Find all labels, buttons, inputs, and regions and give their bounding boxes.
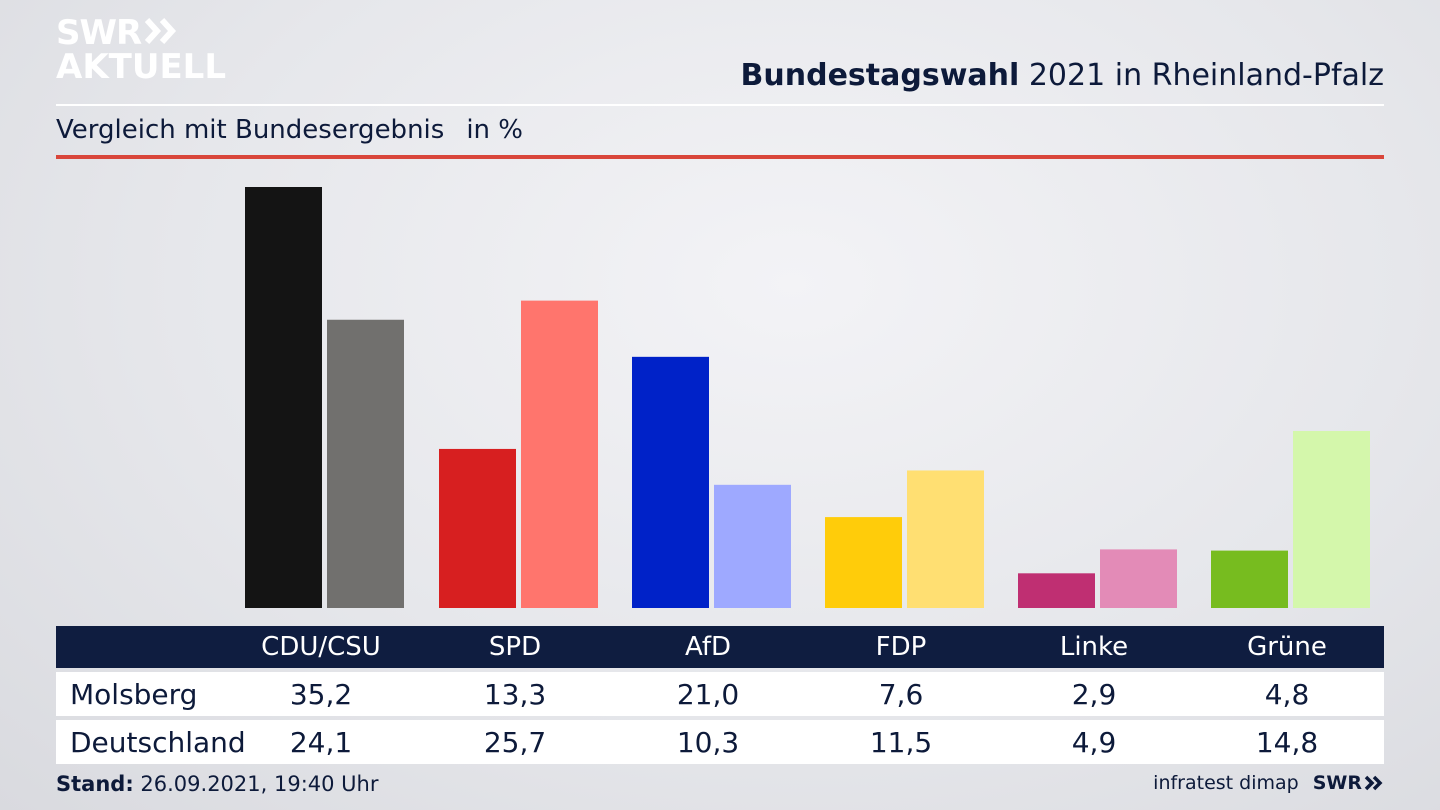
accent-divider bbox=[56, 155, 1384, 159]
column-header: Linke bbox=[1059, 632, 1129, 662]
column-header: Grüne bbox=[1247, 632, 1327, 662]
column-header: FDP bbox=[875, 632, 927, 662]
logo-aktuell-text: AKTUELL bbox=[56, 47, 227, 87]
title-rest: 2021 in Rheinland-Pfalz bbox=[1019, 58, 1384, 93]
bar-molsberg-linke bbox=[1018, 573, 1095, 608]
table-cell: 11,5 bbox=[869, 725, 933, 759]
subtitle-text: Vergleich mit Bundesergebnis bbox=[56, 115, 445, 145]
bar-deutschland-gr-ne bbox=[1293, 430, 1370, 608]
title-divider bbox=[56, 104, 1384, 106]
row-label: Deutschland bbox=[70, 725, 246, 759]
footer-swr-logo: SWR bbox=[1313, 772, 1384, 794]
bar-deutschland-linke bbox=[1100, 549, 1177, 608]
bar-molsberg-afd bbox=[632, 356, 709, 608]
stand-label: Stand: bbox=[56, 772, 134, 796]
page-title: Bundestagswahl 2021 in Rheinland-Pfalz bbox=[741, 58, 1384, 93]
table-cell: 10,3 bbox=[676, 725, 740, 759]
subtitle-unit: in % bbox=[466, 115, 523, 145]
table-row: Molsberg 35,2 13,3 21,0 7,6 2,9 4,8 bbox=[56, 672, 1384, 716]
logo-swr-text: SWR bbox=[56, 13, 142, 53]
timestamp: Stand: 26.09.2021, 19:40 Uhr bbox=[56, 772, 379, 796]
chart-subtitle: Vergleich mit Bundesergebnis in % bbox=[56, 115, 523, 145]
bar-deutschland-spd bbox=[521, 300, 598, 608]
column-header: SPD bbox=[488, 632, 542, 662]
bar-molsberg-gr-ne bbox=[1211, 550, 1288, 608]
table-cell: 7,6 bbox=[878, 677, 924, 711]
table-cell: 13,3 bbox=[483, 677, 547, 711]
source-credit: infratest dimap SWR bbox=[1153, 772, 1384, 794]
table-row: Deutschland 24,1 25,7 10,3 11,5 4,9 14,8 bbox=[56, 720, 1384, 764]
table-header: CDU/CSU SPD AfD FDP Linke Grüne bbox=[56, 626, 1384, 668]
footer-swr-text: SWR bbox=[1312, 772, 1362, 794]
results-table: CDU/CSU SPD AfD FDP Linke Grüne Molsberg 35,2… bbox=[56, 626, 1384, 764]
table-cell: 24,1 bbox=[289, 725, 353, 759]
swr-aktuell-logo: SWR AKTUELL bbox=[56, 16, 226, 84]
table-cell: 35,2 bbox=[289, 677, 353, 711]
table-cell: 2,9 bbox=[1071, 677, 1117, 711]
title-bold: Bundestagswahl bbox=[740, 58, 1020, 93]
bar-molsberg-spd bbox=[439, 448, 516, 608]
table-cell: 4,8 bbox=[1264, 677, 1310, 711]
row-label: Molsberg bbox=[70, 677, 198, 711]
table-cell: 14,8 bbox=[1255, 725, 1319, 759]
footer-chevron-icon bbox=[1364, 775, 1383, 791]
bar-deutschland-cdu-csu bbox=[327, 319, 404, 608]
bar-deutschland-afd bbox=[714, 484, 791, 608]
column-header: CDU/CSU bbox=[261, 632, 381, 662]
column-header: AfD bbox=[684, 632, 732, 662]
table-cell: 25,7 bbox=[483, 725, 547, 759]
bar-molsberg-fdp bbox=[825, 517, 902, 608]
source-text: infratest dimap bbox=[1153, 772, 1299, 794]
double-chevron-icon bbox=[144, 16, 179, 50]
table-cell: 4,9 bbox=[1071, 725, 1117, 759]
table-cell: 21,0 bbox=[676, 677, 740, 711]
stand-value: 26.09.2021, 19:40 Uhr bbox=[133, 772, 379, 796]
bar-deutschland-fdp bbox=[907, 470, 984, 608]
bar-chart bbox=[245, 187, 1370, 608]
bar-molsberg-cdu-csu bbox=[245, 187, 322, 608]
